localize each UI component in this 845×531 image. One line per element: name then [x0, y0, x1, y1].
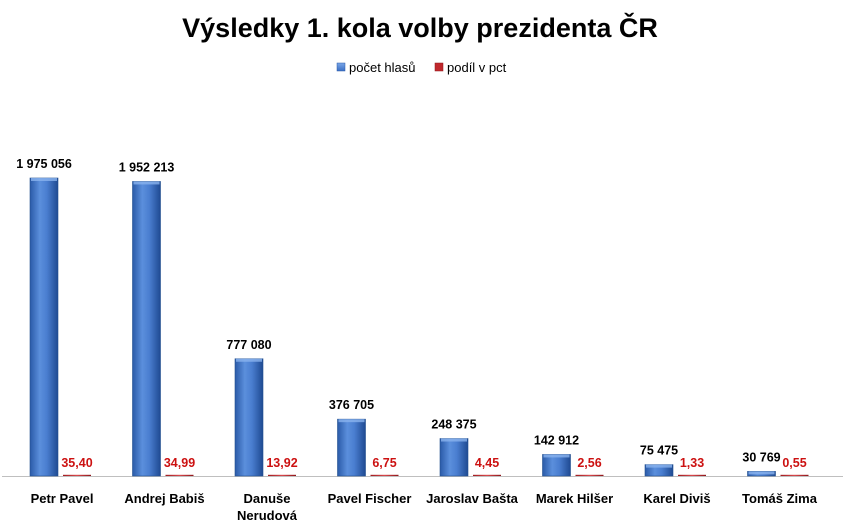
bar-votes-highlight	[441, 438, 467, 442]
plot-area: 1 975 056 35,40 Petr Pavel 1 952 213 34,99 An…	[2, 157, 843, 523]
bar-votes	[439, 438, 469, 477]
chart-title: Výsledky 1. kola volby prezidenta ČR	[182, 12, 658, 43]
bar-votes	[132, 181, 161, 477]
bar-votes-highlight	[133, 181, 160, 185]
bar-votes-highlight	[338, 419, 365, 423]
legend-label-votes: počet hlasů	[349, 60, 416, 75]
legend: počet hlasů podíl v pct	[336, 60, 507, 75]
data-label-votes: 1 975 056	[16, 157, 72, 171]
bar-pct	[268, 474, 296, 476]
data-label-votes: 777 080	[226, 338, 271, 352]
bar-votes-highlight	[748, 471, 775, 475]
data-label-pct: 6,75	[372, 456, 396, 470]
x-tick-label: Marek Hilšer	[536, 491, 613, 506]
x-tick-label: Pavel Fischer	[328, 491, 412, 506]
bar-votes	[542, 454, 571, 477]
x-tick-label: Petr Pavel	[31, 491, 94, 506]
bar-pct	[473, 474, 501, 476]
x-tick-label: Danuše	[244, 491, 291, 506]
bar-votes	[337, 418, 366, 477]
data-label-votes: 142 912	[534, 433, 579, 447]
bar-votes	[29, 177, 59, 477]
data-label-pct: 0,55	[782, 456, 806, 470]
bar-pct	[678, 474, 706, 476]
bar-votes-highlight	[31, 178, 57, 181]
bar-votes-highlight	[236, 358, 262, 362]
x-tick-label: Tomáš Zima	[742, 491, 818, 506]
bar-pct	[370, 474, 399, 476]
x-tick-label: Andrej Babiš	[124, 491, 204, 506]
data-label-votes: 1 952 213	[119, 160, 175, 174]
bar-votes-highlight	[543, 454, 570, 458]
data-label-pct: 4,45	[475, 456, 499, 470]
x-tick-label: Jaroslav Bašta	[426, 491, 519, 506]
data-label-votes: 75 475	[640, 444, 678, 458]
data-label-pct: 2,56	[577, 456, 601, 470]
data-label-votes: 376 705	[329, 398, 374, 412]
x-tick-label: Karel Diviš	[643, 491, 710, 506]
x-tick-label: Nerudová	[237, 508, 298, 523]
bar-pct	[165, 474, 194, 476]
data-label-pct: 13,92	[266, 456, 297, 470]
bar-votes	[234, 358, 264, 477]
legend-label-pct: podíl v pct	[447, 60, 507, 75]
data-label-pct: 34,99	[164, 456, 195, 470]
legend-swatch-pct	[434, 62, 444, 72]
bar-pct	[575, 474, 604, 476]
data-label-votes: 248 375	[431, 418, 476, 432]
bar-pct	[780, 474, 809, 476]
data-label-pct: 35,40	[61, 456, 92, 470]
legend-swatch-votes	[336, 62, 346, 72]
bar-votes-highlight	[646, 464, 672, 468]
bar-pct	[63, 474, 91, 476]
data-label-votes: 30 769	[742, 450, 780, 464]
data-label-pct: 1,33	[680, 456, 704, 470]
